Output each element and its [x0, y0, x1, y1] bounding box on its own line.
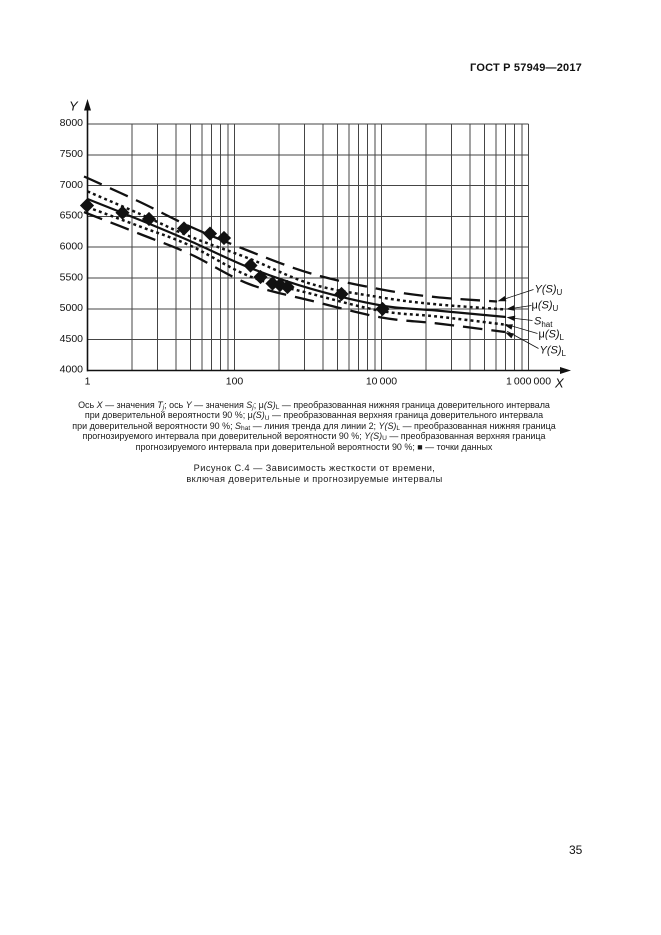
svg-text:Shat: Shat	[534, 315, 553, 329]
svg-text:Y(S)L: Y(S)L	[540, 344, 567, 358]
svg-text:4000: 4000	[60, 364, 84, 376]
svg-text:5000: 5000	[60, 302, 84, 314]
svg-text:X: X	[554, 375, 565, 390]
svg-text:1 000 000: 1 000 000	[506, 376, 551, 388]
svg-text:6000: 6000	[60, 241, 84, 253]
svg-text:10 000: 10 000	[366, 376, 397, 388]
svg-text:4500: 4500	[60, 333, 84, 345]
svg-text:7000: 7000	[60, 179, 84, 191]
svg-text:1: 1	[85, 376, 91, 388]
svg-text:μ(S)L: μ(S)L	[539, 329, 565, 343]
svg-text:Y(S)U: Y(S)U	[535, 284, 563, 298]
svg-text:7500: 7500	[60, 148, 84, 160]
svg-text:6500: 6500	[60, 210, 84, 222]
svg-text:Y: Y	[69, 99, 79, 114]
svg-text:8000: 8000	[60, 117, 84, 129]
svg-text:100: 100	[226, 376, 244, 388]
svg-text:5500: 5500	[60, 271, 84, 283]
svg-text:μ(S)U: μ(S)U	[532, 300, 559, 314]
